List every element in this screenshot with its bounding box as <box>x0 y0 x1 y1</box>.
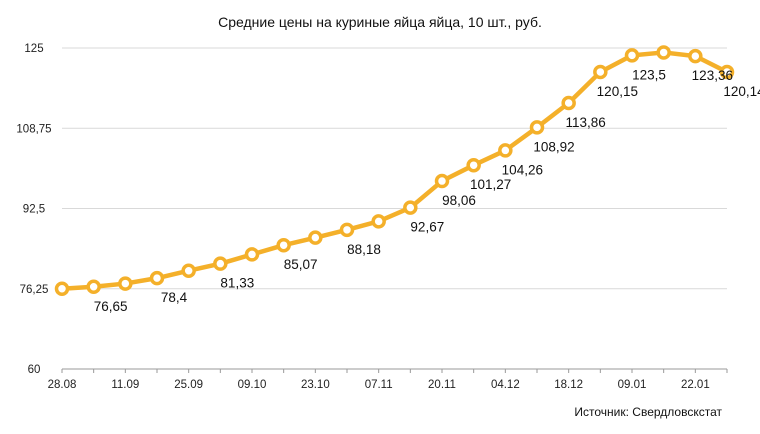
data-label: 101,27 <box>470 177 511 192</box>
x-tick-label: 23.10 <box>301 379 330 391</box>
data-point <box>466 157 481 173</box>
data-point <box>339 222 355 238</box>
x-tick-label: 18.12 <box>554 379 583 391</box>
x-tick-label: 09.10 <box>238 379 267 391</box>
data-point <box>561 95 576 111</box>
data-point <box>276 237 291 253</box>
data-label: 123,36 <box>692 68 733 83</box>
data-label: 76,65 <box>94 299 128 314</box>
data-point <box>656 45 671 60</box>
data-point <box>403 200 418 215</box>
data-label: 108,92 <box>533 139 574 154</box>
x-tick-label: 04.12 <box>491 379 520 391</box>
data-label: 104,26 <box>502 162 543 177</box>
source-note: Источник: Свердловскстат <box>574 405 722 419</box>
x-tick-label: 22.01 <box>681 379 710 391</box>
y-tick-label: 125 <box>24 43 43 55</box>
chart-title: Средние цены на куриные яйца яйца, 10 шт… <box>218 14 542 30</box>
data-point <box>434 173 450 189</box>
data-point <box>149 270 165 286</box>
data-label: 92,67 <box>410 220 444 235</box>
data-point <box>719 64 735 80</box>
data-label: 85,07 <box>284 257 318 272</box>
data-label: 120,14 <box>723 84 760 99</box>
series-line <box>59 50 730 291</box>
data-label: 78,4 <box>161 290 188 305</box>
data-point <box>308 230 323 245</box>
data-point <box>118 276 133 291</box>
data-label: 81,33 <box>220 276 254 291</box>
data-point <box>529 120 545 135</box>
data-point <box>181 263 196 278</box>
x-tick-label: 09.01 <box>618 379 647 391</box>
y-tick-label: 76,25 <box>20 284 49 296</box>
data-label: 120,15 <box>597 84 638 99</box>
x-tick-label: 11.09 <box>111 379 139 391</box>
y-tick-label: 92,5 <box>23 204 45 216</box>
data-point <box>498 143 513 158</box>
data-label: 113,86 <box>566 115 606 130</box>
data-point <box>54 281 70 296</box>
x-tick-label: 28.08 <box>48 379 77 391</box>
y-tick-label: 108,75 <box>16 123 51 135</box>
x-tick-label: 25.09 <box>174 379 203 391</box>
data-point <box>371 214 386 229</box>
data-point <box>593 64 608 80</box>
data-label: 123,5 <box>632 67 666 82</box>
data-point <box>244 247 260 262</box>
x-tick-label: 20.11 <box>428 379 456 391</box>
data-label: 98,06 <box>442 193 476 208</box>
y-tick-label: 60 <box>28 364 41 376</box>
data-point <box>624 48 640 63</box>
data-point <box>688 48 703 64</box>
x-tick-label: 07.11 <box>365 379 393 391</box>
data-point <box>86 279 101 295</box>
data-label: 88,18 <box>347 242 381 257</box>
data-point <box>213 256 228 271</box>
